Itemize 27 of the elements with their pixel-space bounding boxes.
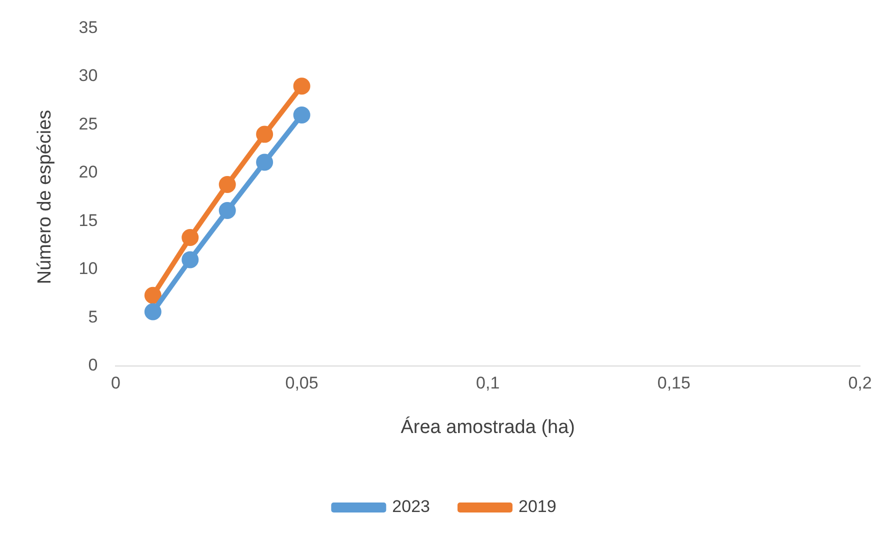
y-tick-label: 25: [78, 114, 98, 134]
y-tick-label: 20: [78, 162, 98, 182]
point: [293, 78, 310, 95]
point: [144, 286, 162, 304]
x-tick-label: 0,1: [476, 374, 500, 393]
point: [256, 126, 274, 143]
point: [182, 251, 199, 268]
y-tick-label: 10: [78, 259, 98, 278]
legend-label: 2023: [392, 497, 430, 516]
y-tick-label: 0: [88, 355, 98, 374]
x-tick-label: 0,05: [285, 374, 318, 393]
point: [144, 303, 162, 320]
y-tick-label: 30: [78, 66, 98, 86]
y-tick-label: 35: [78, 18, 98, 37]
legend-label: 2019: [518, 497, 556, 516]
point: [182, 229, 199, 246]
point: [293, 106, 310, 124]
x-tick-label: 0,2: [848, 374, 872, 393]
point: [218, 176, 236, 193]
y-axis-title: Número de espécies: [34, 110, 56, 284]
x-tick-label: 0: [110, 374, 120, 393]
x-axis-title: Área amostrada (ha): [400, 416, 575, 438]
x-tick-label: 0,15: [657, 374, 690, 393]
point: [256, 154, 274, 171]
y-tick-label: 5: [88, 307, 98, 326]
y-tick-label: 15: [78, 210, 98, 230]
point: [218, 202, 236, 220]
